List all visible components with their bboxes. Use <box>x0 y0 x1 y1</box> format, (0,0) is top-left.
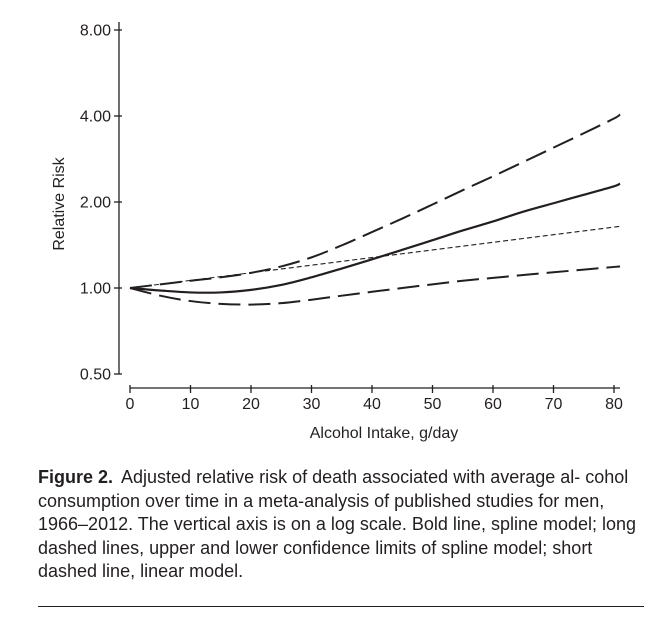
y-tick-label: 8.00 <box>80 23 111 40</box>
y-tick-label: 2.00 <box>80 195 111 212</box>
chart-axes <box>118 22 621 389</box>
x-tick-label: 50 <box>424 396 442 413</box>
x-tick-label: 40 <box>363 396 381 413</box>
x-tick-label: 80 <box>605 396 623 413</box>
x-tick-label: 20 <box>242 396 260 413</box>
y-tick-label: 1.00 <box>80 281 111 298</box>
figure-caption-text: Adjusted relative risk of death associat… <box>38 467 637 581</box>
y-tick-label: 0.50 <box>80 367 111 384</box>
x-tick-label: 70 <box>545 396 563 413</box>
x-axis-label: Alcohol Intake, g/day <box>310 425 459 442</box>
x-tick-label: 30 <box>303 396 321 413</box>
figure-caption: Figure 2. Adjusted relative risk of death… <box>38 466 644 584</box>
chart-series <box>129 113 621 306</box>
linear-model-line <box>129 225 621 289</box>
bottom-rule <box>38 606 644 607</box>
y-axis-label: Relative Risk <box>51 156 68 250</box>
y-tick-label: 4.00 <box>80 109 111 126</box>
chart-ticks: 0.50 1.00 2.00 4.00 8.00 0 10 20 30 40 50 60 70 80 <box>80 23 623 414</box>
spline-model-line <box>129 182 621 294</box>
figure-label: Figure 2. <box>38 467 114 487</box>
upper-confidence-limit-line <box>129 113 621 289</box>
relative-risk-chart: 0.50 1.00 2.00 4.00 8.00 0 10 20 30 40 50 60 70 80 Al… <box>51 22 623 442</box>
x-tick-label: 10 <box>182 396 200 413</box>
lower-confidence-limit-line <box>129 265 621 306</box>
x-tick-label: 0 <box>126 396 135 413</box>
x-tick-label: 60 <box>484 396 502 413</box>
